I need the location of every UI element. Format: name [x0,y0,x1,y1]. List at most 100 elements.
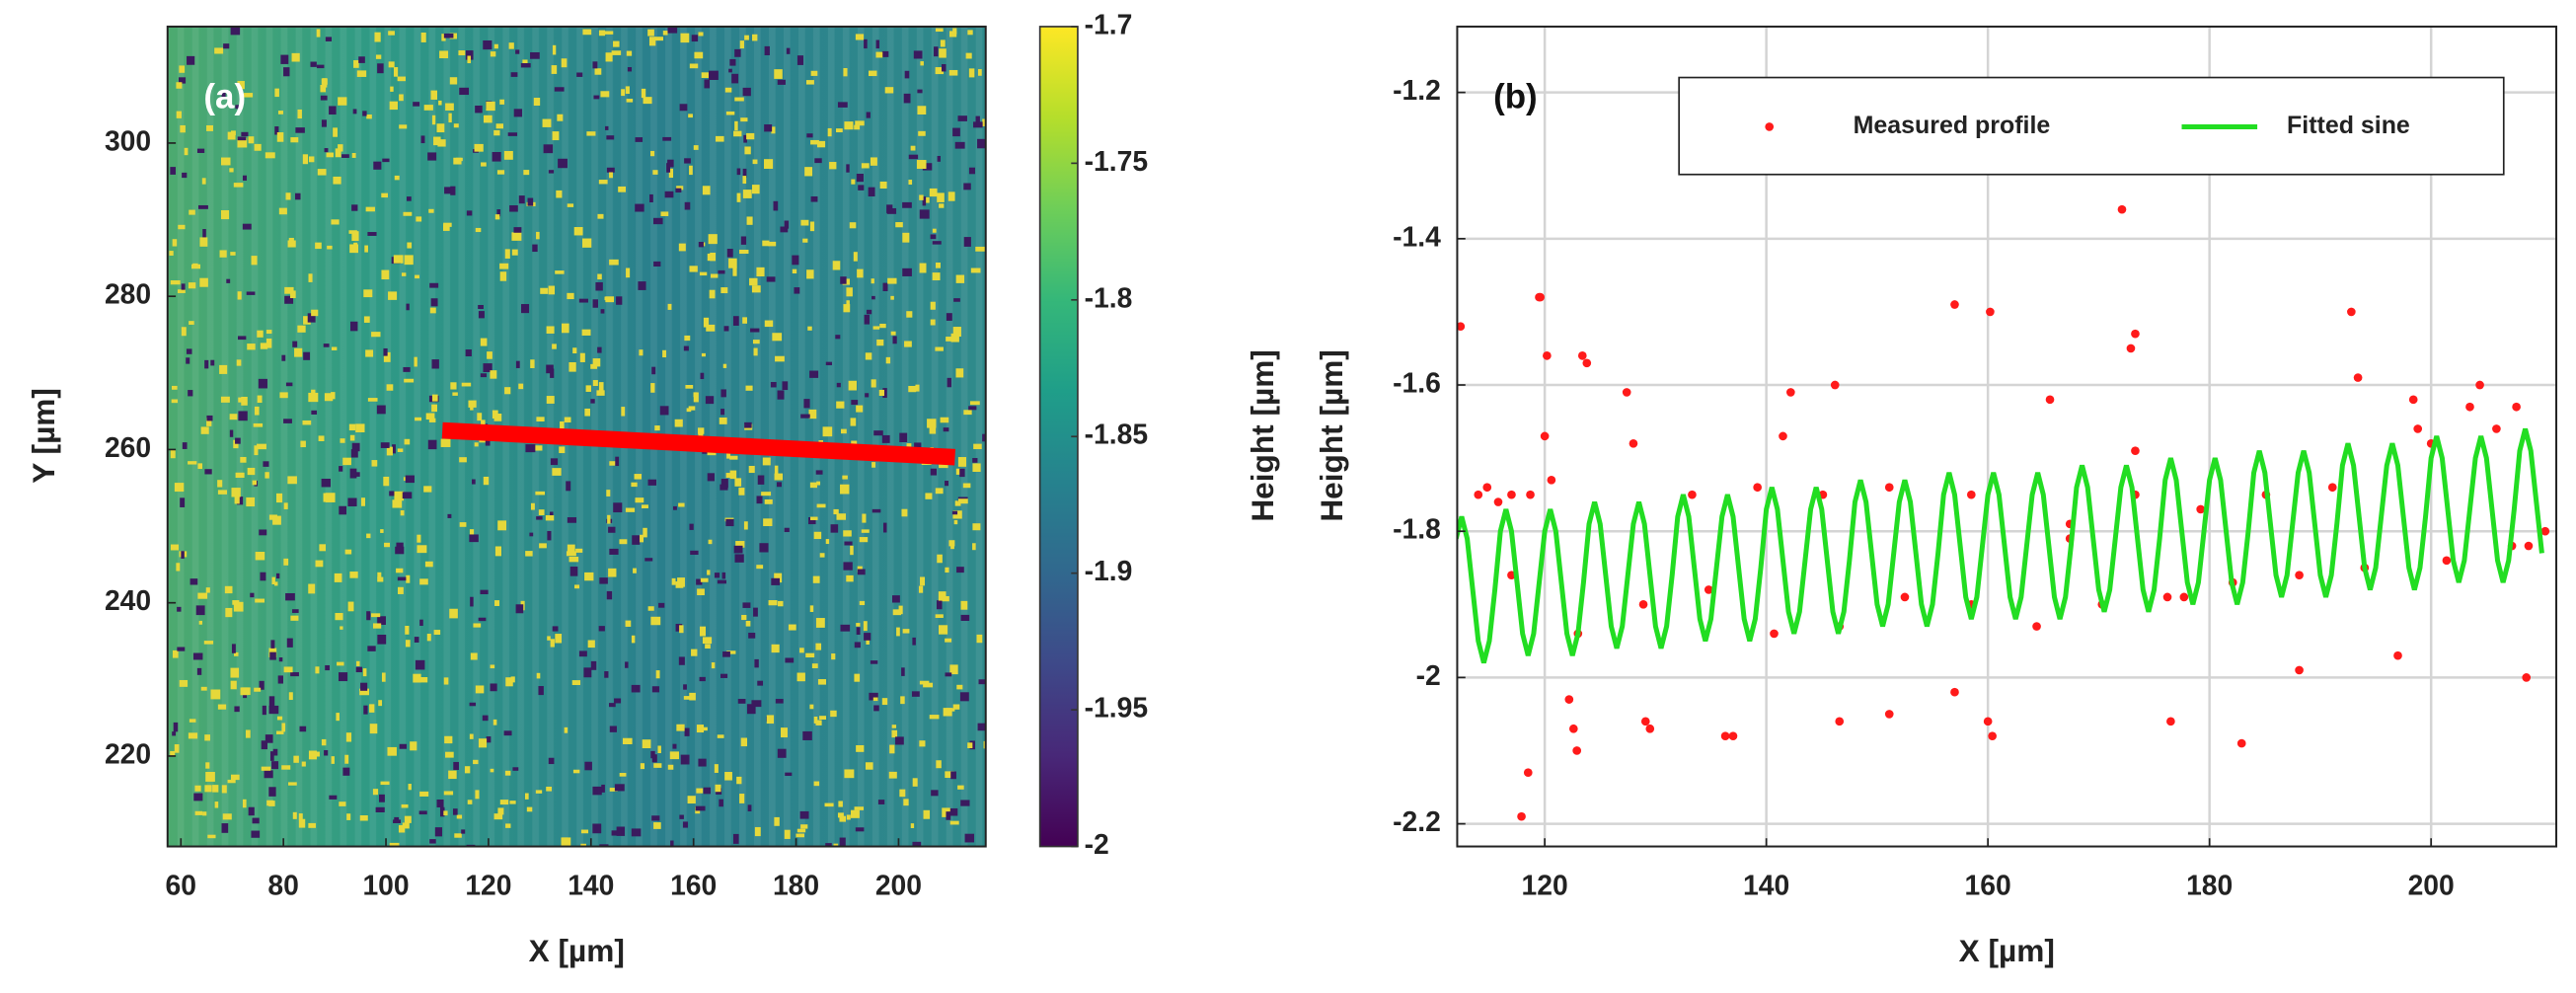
speckle [348,230,357,234]
speckle [734,478,742,487]
speckle [381,192,388,198]
speckle [968,68,975,78]
speckle [271,576,275,585]
speckle [229,168,234,173]
speckle [349,572,358,578]
speckle [671,577,676,585]
speckle [490,768,494,773]
speckle [848,380,857,391]
speckle [802,730,812,740]
speckle [613,502,623,513]
speckle [679,814,684,819]
speckle [407,242,413,249]
speckle [774,473,784,481]
speckle [246,291,256,295]
speckle [930,319,936,326]
speckle [748,633,756,639]
speckle [535,790,543,794]
speckle [598,382,604,392]
speckle [217,490,228,495]
speckle [963,410,972,416]
speckle [194,810,203,815]
speckle [680,33,690,43]
speckle [274,88,279,98]
speckle [181,551,185,559]
speckle [764,45,770,55]
speckle [808,409,817,420]
speckle [739,249,749,255]
speckle [351,153,356,158]
speckle [859,537,869,543]
speckle [708,234,718,245]
speckle [515,604,524,614]
speckle [839,837,846,846]
speckle [584,761,592,771]
speckle [662,31,668,36]
speckle [744,35,749,40]
x-axis-label: X [µm] [529,933,625,968]
speckle [399,124,408,129]
scatter-point [1474,490,1483,499]
speckle [611,830,619,836]
speckle [206,418,212,426]
speckle [469,534,479,543]
speckle [871,508,881,513]
speckle [470,404,474,411]
speckle [473,759,479,765]
speckle [868,187,875,197]
speckle [764,124,773,132]
speckle [283,419,292,423]
speckle [487,351,492,359]
speckle [467,55,472,64]
speckle [667,159,674,168]
speckle [548,170,555,174]
speckle [711,662,716,669]
colorbar-tick-label: -1.7 [1085,8,1133,39]
speckle [493,43,498,49]
speckle [471,479,476,485]
speckle [851,440,858,447]
speckle [461,829,466,834]
speckle [377,616,386,626]
speckle [529,532,534,537]
speckle [702,637,713,645]
speckle [806,269,814,279]
speckle [616,826,626,836]
speckle [363,289,373,298]
speckle [359,814,368,821]
speckle [667,27,678,34]
speckle [408,784,412,791]
speckle [273,581,278,586]
speckle [414,356,417,367]
speckle [513,109,523,117]
speckle [548,757,555,765]
speckle [958,498,968,504]
speckle [339,802,346,806]
speckle [919,680,930,685]
speckle [689,692,696,701]
speckle [763,518,773,527]
speckle [956,684,963,690]
speckle [936,600,943,610]
speckle [807,326,812,331]
speckle [564,726,568,733]
speckle [470,652,478,660]
speckle [622,737,633,745]
speckle [599,844,609,847]
speckle [526,806,533,812]
speckle [866,112,871,118]
speckle [345,732,352,742]
speckle [811,663,818,668]
speckle [772,333,783,342]
speckle [236,359,242,366]
speckle [257,330,264,338]
speckle [733,545,743,554]
speckle [536,417,545,421]
speckle [177,289,186,293]
speckle [346,813,351,820]
speckle [480,589,489,595]
speckle [856,405,864,413]
speckle [843,530,852,537]
speckle [659,406,669,416]
